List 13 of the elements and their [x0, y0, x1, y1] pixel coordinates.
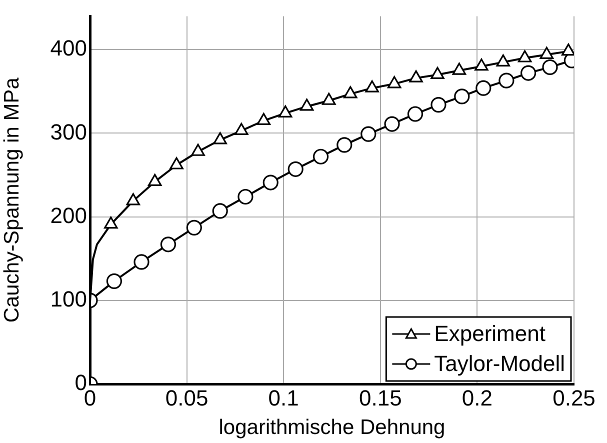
- y-tick-label: 400: [50, 36, 87, 61]
- x-tick-label: 0.15: [358, 385, 402, 410]
- y-tick-label: 300: [50, 119, 87, 144]
- legend-label: Taylor-Modell: [434, 351, 566, 376]
- legend-label: Experiment: [434, 321, 546, 346]
- y-tick-label: 200: [50, 202, 87, 228]
- x-tick-label: 0.25: [552, 385, 596, 410]
- y-tick-label: 100: [50, 286, 87, 312]
- x-tick-label: 0.1: [268, 385, 299, 410]
- x-axis-title: logarithmische Dehnung: [218, 416, 446, 440]
- y-axis-title: Cauchy-Spannung in MPa: [0, 77, 24, 323]
- x-tick-label: 0.2: [462, 385, 492, 410]
- x-tick-label: 0.05: [165, 385, 208, 410]
